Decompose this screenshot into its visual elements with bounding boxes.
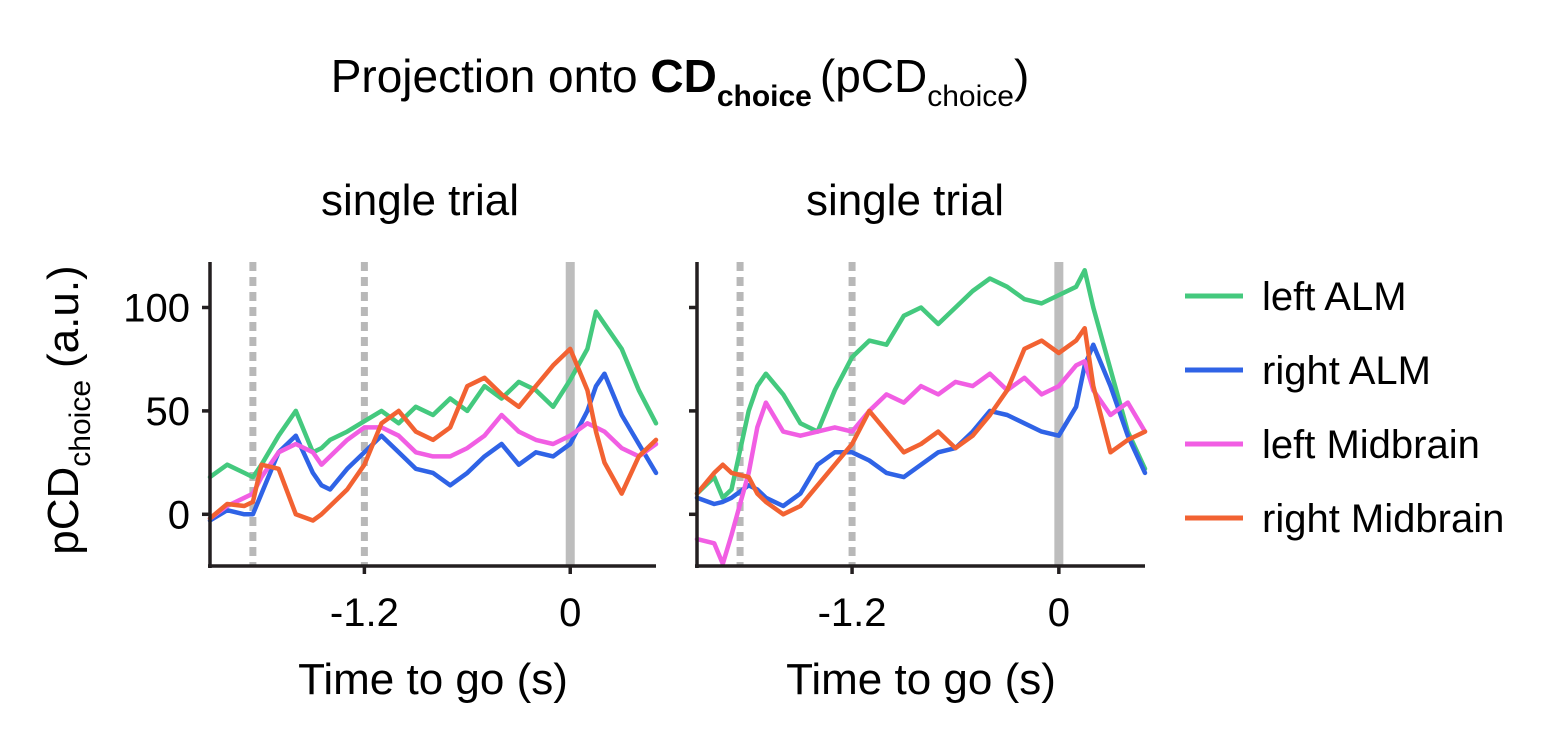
x-axis-label: Time to go (s) bbox=[786, 655, 1056, 704]
title-open: (pCD bbox=[820, 50, 927, 102]
figure-title: Projection onto CDchoice (pCDchoice) bbox=[331, 50, 1030, 113]
series-line-right-midbrain bbox=[694, 325, 1148, 517]
panel-right: single trial -1.2 0 Time to go (s) bbox=[689, 176, 1148, 704]
legend: left ALM right ALM left Midbrain right Midb… bbox=[1185, 275, 1504, 541]
series-line-left-alm bbox=[207, 309, 659, 480]
y-axis-label-group: pCDchoice (a.u.) bbox=[39, 265, 97, 554]
y-tick-label: 0 bbox=[168, 493, 190, 537]
legend-label-left-midbrain: left Midbrain bbox=[1262, 423, 1480, 467]
series-line-left-alm bbox=[694, 268, 1148, 501]
y-label-main: pCD bbox=[39, 467, 88, 555]
title-close: ) bbox=[1014, 50, 1029, 102]
title-bold-sub: choice bbox=[717, 80, 812, 113]
y-tick-label: 100 bbox=[123, 286, 190, 330]
legend-label-right-alm: right ALM bbox=[1262, 349, 1431, 393]
panel-left: single trial 0 50 100 -1.2 0 Time to go (s) bbox=[123, 176, 659, 704]
title-prefix: Projection onto bbox=[331, 50, 651, 102]
series-line-left-midbrain bbox=[207, 412, 659, 521]
series-line-right-midbrain bbox=[207, 346, 659, 523]
y-label-units: (a.u.) bbox=[39, 265, 88, 368]
title-bold: CD bbox=[650, 50, 716, 102]
panel-title: single trial bbox=[321, 176, 519, 225]
panel-title: single trial bbox=[806, 176, 1004, 225]
x-tick-label: 0 bbox=[1048, 591, 1070, 635]
y-tick-label: 50 bbox=[146, 390, 191, 434]
x-tick-label: -1.2 bbox=[330, 591, 399, 635]
x-tick-label: -1.2 bbox=[818, 591, 887, 635]
x-tick-label: 0 bbox=[559, 591, 581, 635]
series-line-left-midbrain bbox=[694, 359, 1148, 567]
series-line-right-alm bbox=[694, 342, 1148, 509]
y-label-sub: choice bbox=[64, 380, 97, 467]
legend-label-right-midbrain: right Midbrain bbox=[1262, 497, 1504, 541]
legend-label-left-alm: left ALM bbox=[1262, 275, 1407, 319]
y-axis-label: pCDchoice (a.u.) bbox=[39, 265, 97, 554]
x-axis-label: Time to go (s) bbox=[298, 655, 568, 704]
title-sub: choice bbox=[927, 80, 1014, 113]
